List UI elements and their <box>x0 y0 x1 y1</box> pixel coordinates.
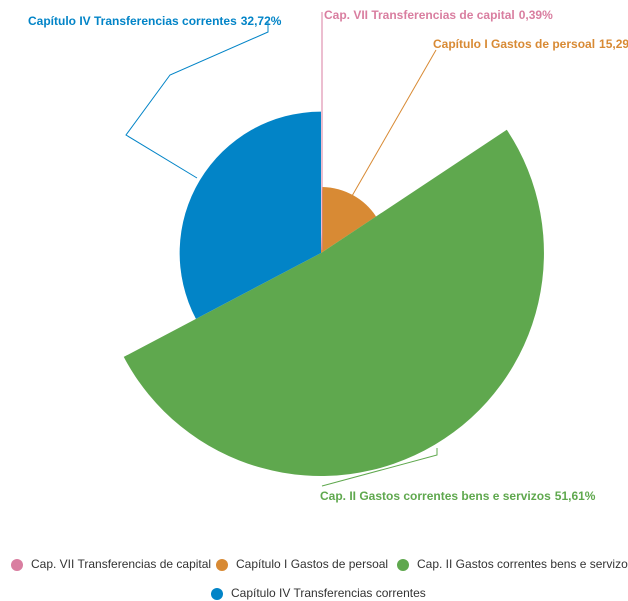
legend-label: Cap. II Gastos correntes bens e servizos <box>417 557 628 571</box>
pie-slice <box>179 111 321 319</box>
legend-marker <box>397 559 409 571</box>
legend-marker <box>11 559 23 571</box>
data-label: Cap. II Gastos correntes bens e servizos… <box>320 489 596 503</box>
data-label: Cap. VII Transferencias de capital 0,39% <box>324 8 553 22</box>
legend-label: Capítulo IV Transferencias correntes <box>231 586 426 600</box>
pie-slice <box>123 129 544 476</box>
data-label-value: 0,39% <box>519 8 553 22</box>
leader-line <box>125 22 269 179</box>
legend-marker <box>216 559 228 571</box>
data-label: Capítulo I Gastos de persoal 15,29% <box>433 37 628 51</box>
data-label-name: Capítulo I Gastos de persoal <box>433 37 595 51</box>
legend-marker <box>211 588 223 600</box>
data-label: Capítulo IV Transferencias correntes 32,7… <box>28 14 282 28</box>
leader-line <box>321 448 438 487</box>
data-label-value: 51,61% <box>555 489 596 503</box>
legend-label: Cap. VII Transferencias de capital <box>31 557 211 571</box>
pie-slice <box>321 186 377 253</box>
data-label-value: 32,72% <box>241 14 282 28</box>
data-label-name: Cap. II Gastos correntes bens e servizos <box>320 489 551 503</box>
data-label-name: Capítulo IV Transferencias correntes <box>28 14 237 28</box>
leader-line <box>351 49 437 197</box>
legend-label: Capítulo I Gastos de persoal <box>236 557 388 571</box>
data-label-value: 15,29% <box>599 37 628 51</box>
data-label-name: Cap. VII Transferencias de capital <box>324 8 515 22</box>
